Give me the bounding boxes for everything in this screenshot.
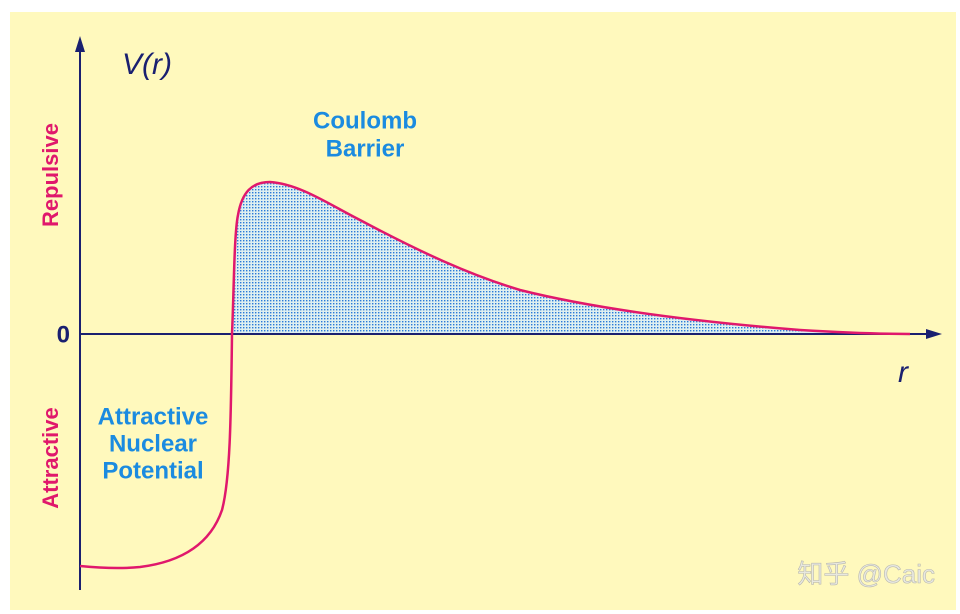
potential-curve [79,180,911,570]
y-arrow [75,36,85,52]
barrier-label: Barrier [326,135,405,162]
well-label: Attractive [98,403,209,430]
barrier-label: Coulomb [313,107,417,134]
y-axis-label: V(r) [122,48,172,81]
repulsive-label: Repulsive [38,123,63,227]
barrier-fill [232,182,910,334]
x-arrow [926,329,942,339]
well-label: Potential [102,457,203,484]
zero-label: 0 [57,321,70,348]
x-axis-label: r [898,356,909,389]
attractive-label: Attractive [38,407,63,508]
well-label: Nuclear [109,430,197,457]
watermark: 知乎 @Caic [797,559,935,589]
